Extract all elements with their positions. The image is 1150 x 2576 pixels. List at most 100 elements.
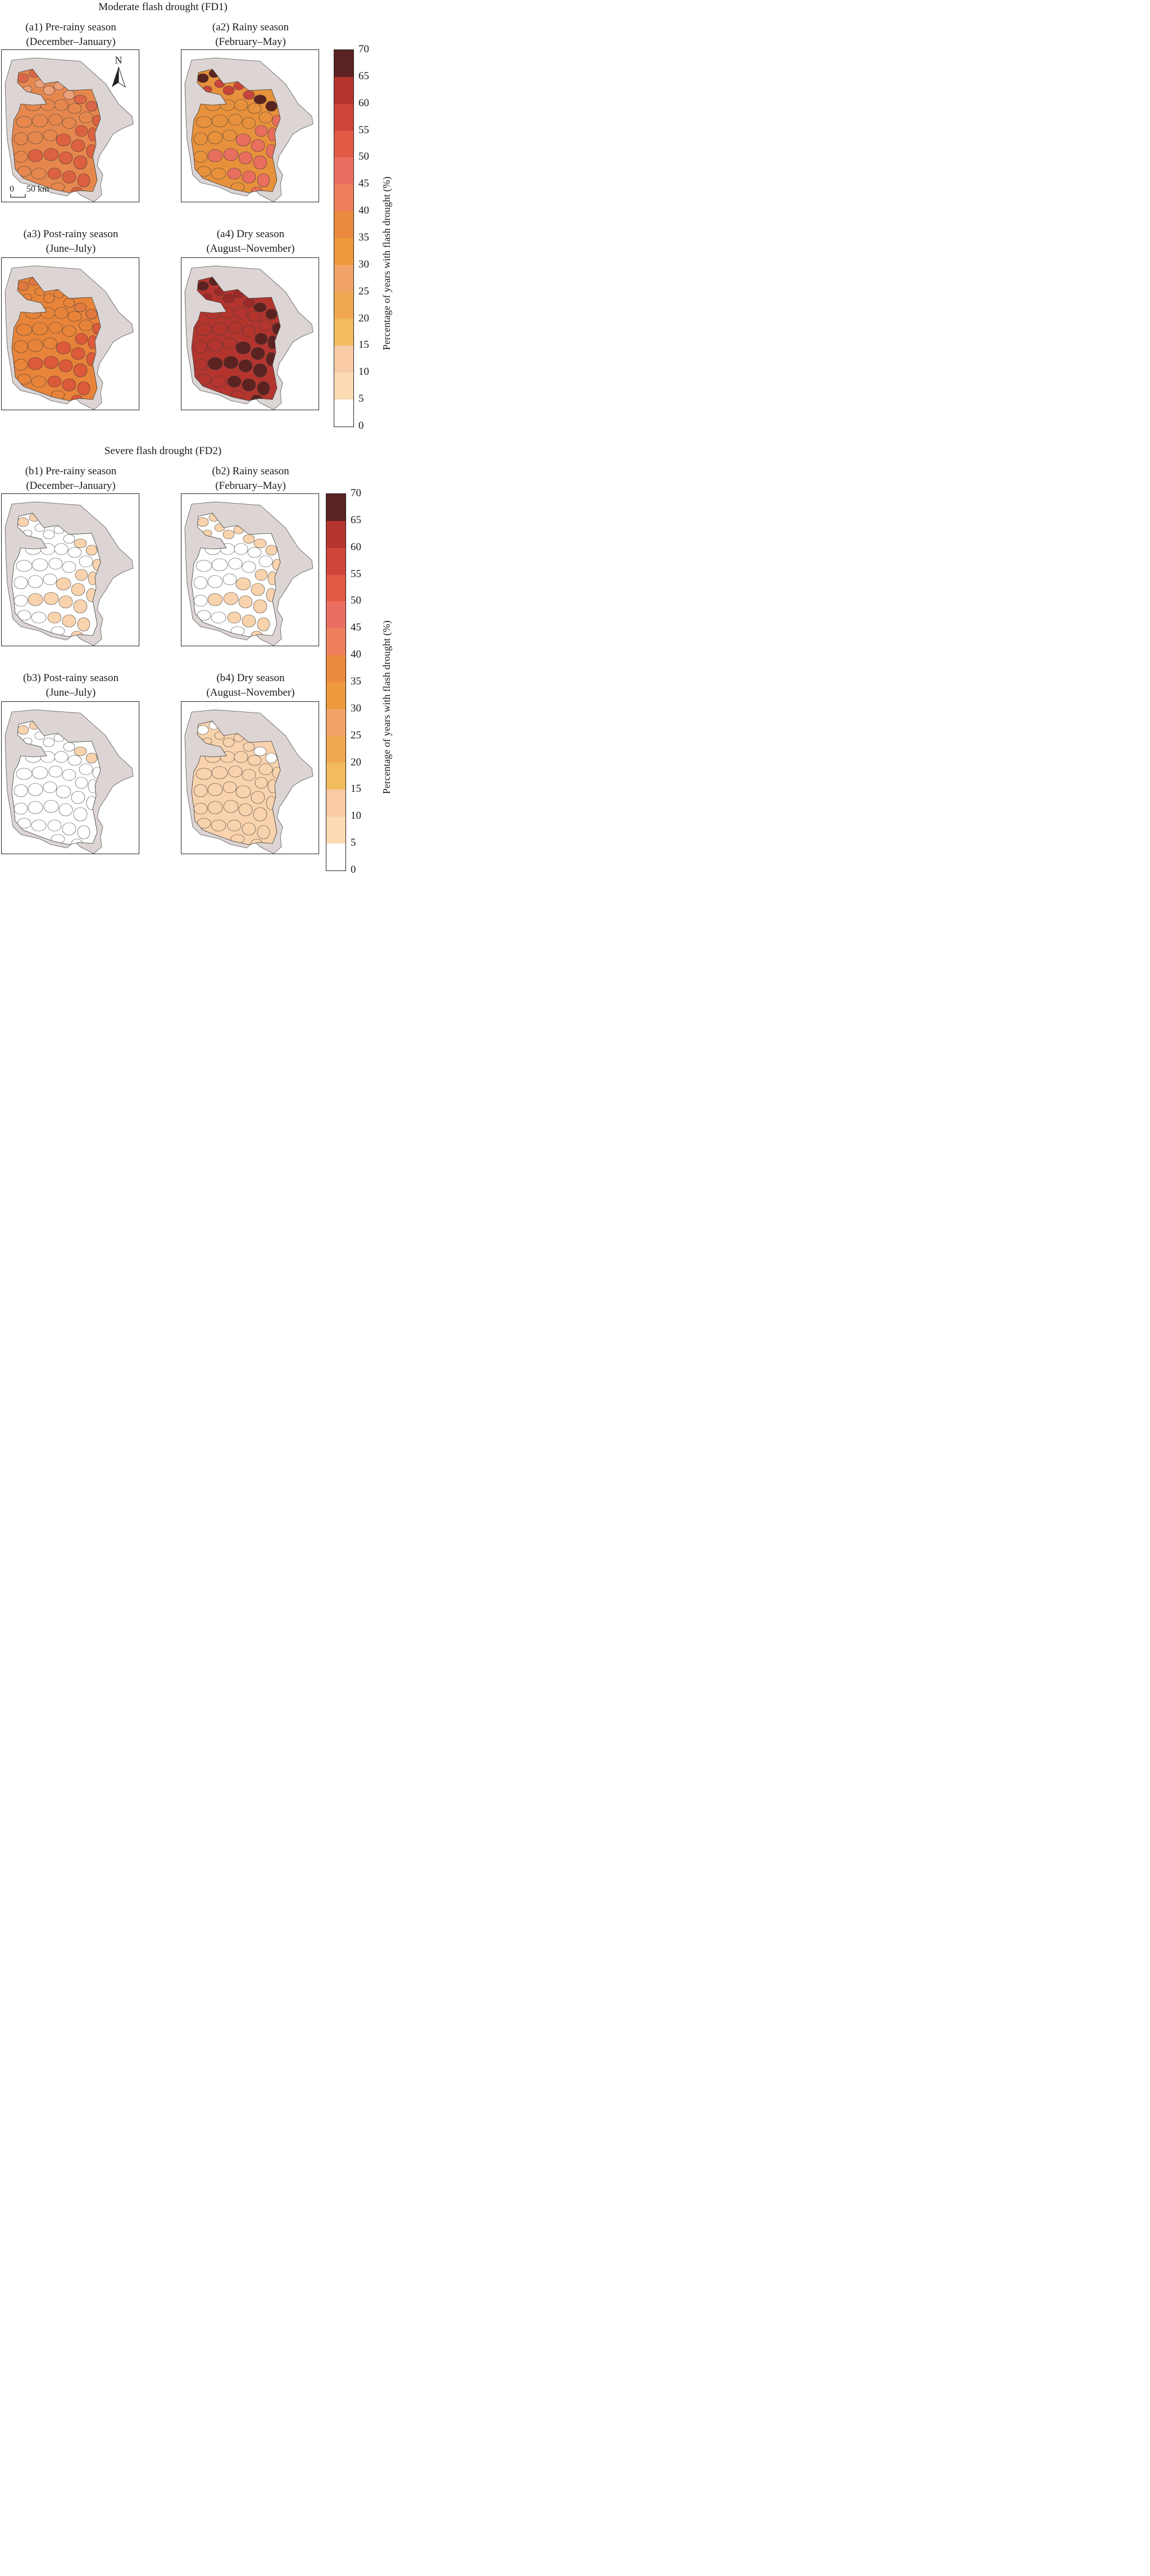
- municipality: [253, 94, 267, 105]
- legend-tick-label: 65: [351, 514, 361, 526]
- municipality: [77, 381, 90, 396]
- municipality: [211, 766, 228, 779]
- map-svg: [4, 265, 134, 410]
- legend-tick-label: 40: [351, 648, 361, 661]
- legend-swatch: [326, 843, 346, 870]
- municipality: [31, 375, 47, 388]
- section-title: Severe flash drought (FD2): [104, 445, 222, 457]
- municipality: [67, 103, 82, 114]
- legend-tick-label: 55: [358, 124, 369, 136]
- municipality: [242, 614, 256, 628]
- municipality: [235, 341, 251, 355]
- municipality: [242, 325, 256, 337]
- municipality: [13, 359, 28, 371]
- legend-tick-label: 0: [351, 864, 356, 876]
- municipality: [265, 545, 278, 556]
- municipality: [43, 148, 59, 161]
- legend-tick-label: 70: [351, 487, 361, 499]
- municipality: [28, 593, 43, 606]
- municipality: [196, 116, 212, 128]
- municipality: [238, 595, 253, 609]
- municipality: [31, 766, 48, 779]
- municipality: [56, 577, 71, 591]
- municipality: [43, 337, 57, 350]
- municipality: [67, 547, 82, 558]
- municipality: [222, 293, 235, 303]
- legend-tick-label: 30: [358, 258, 369, 270]
- panel-title-line2: (August–November): [206, 687, 295, 699]
- municipality: [207, 783, 223, 796]
- municipality: [43, 129, 57, 142]
- north-label: N: [115, 55, 122, 66]
- municipality: [251, 139, 265, 152]
- panel-title-line1: (b3) Post-rainy season: [23, 672, 119, 684]
- municipality: [31, 114, 48, 128]
- municipality: [254, 569, 268, 581]
- municipality: [73, 807, 88, 822]
- municipality: [222, 737, 235, 747]
- municipality: [28, 357, 43, 370]
- municipality: [211, 611, 226, 624]
- municipality: [234, 307, 248, 319]
- municipality: [28, 131, 43, 144]
- municipality: [17, 725, 29, 735]
- municipality: [16, 560, 33, 572]
- municipality: [207, 575, 223, 588]
- municipality: [62, 170, 76, 184]
- municipality: [238, 803, 253, 817]
- municipality: [62, 378, 76, 392]
- municipality: [79, 763, 93, 775]
- panel-title-line2: (February–May): [215, 36, 286, 48]
- municipality: [193, 151, 208, 163]
- municipality: [253, 807, 267, 822]
- municipality: [193, 802, 208, 815]
- municipality: [43, 573, 57, 586]
- municipality: [13, 340, 28, 353]
- municipality: [258, 319, 273, 332]
- municipality: [193, 340, 208, 353]
- map-panel: [181, 49, 319, 202]
- municipality: [251, 583, 265, 596]
- municipality: [211, 375, 226, 388]
- map-panel: [181, 257, 319, 410]
- map-panel: [181, 493, 319, 646]
- municipality: [238, 151, 253, 165]
- municipality: [74, 746, 87, 756]
- municipality: [54, 751, 69, 763]
- municipality: [56, 341, 71, 355]
- municipality: [228, 321, 243, 334]
- legend-tick-label: 20: [351, 756, 361, 768]
- municipality: [254, 125, 268, 137]
- municipality: [234, 543, 248, 555]
- panel-title: (a1) Pre-rainy season (December–January): [1, 20, 140, 49]
- municipality: [48, 321, 63, 334]
- municipality: [43, 293, 55, 303]
- municipality: [197, 281, 209, 291]
- municipality: [227, 819, 242, 832]
- municipality: [77, 825, 90, 840]
- municipality: [243, 742, 255, 752]
- municipality: [71, 583, 85, 596]
- legend-tick-label: 55: [351, 568, 361, 580]
- legend-swatch: [326, 790, 346, 817]
- municipality: [197, 73, 209, 83]
- panel-title: (b2) Rainy season (February–May): [181, 464, 320, 493]
- municipality: [193, 784, 208, 797]
- municipality: [79, 319, 93, 332]
- municipality: [196, 560, 212, 572]
- municipality: [251, 791, 265, 804]
- municipality: [58, 359, 73, 373]
- municipality: [243, 298, 255, 308]
- municipality: [211, 819, 226, 832]
- municipality: [48, 114, 63, 126]
- municipality: [211, 167, 226, 180]
- municipality: [227, 611, 242, 624]
- panel-title-line2: (August–November): [206, 243, 295, 255]
- municipality: [247, 755, 262, 766]
- municipality: [63, 90, 75, 100]
- municipality: [258, 111, 273, 124]
- municipality: [77, 173, 90, 188]
- municipality: [247, 311, 262, 322]
- legend-tick-label: 50: [358, 151, 369, 163]
- municipality: [74, 94, 87, 105]
